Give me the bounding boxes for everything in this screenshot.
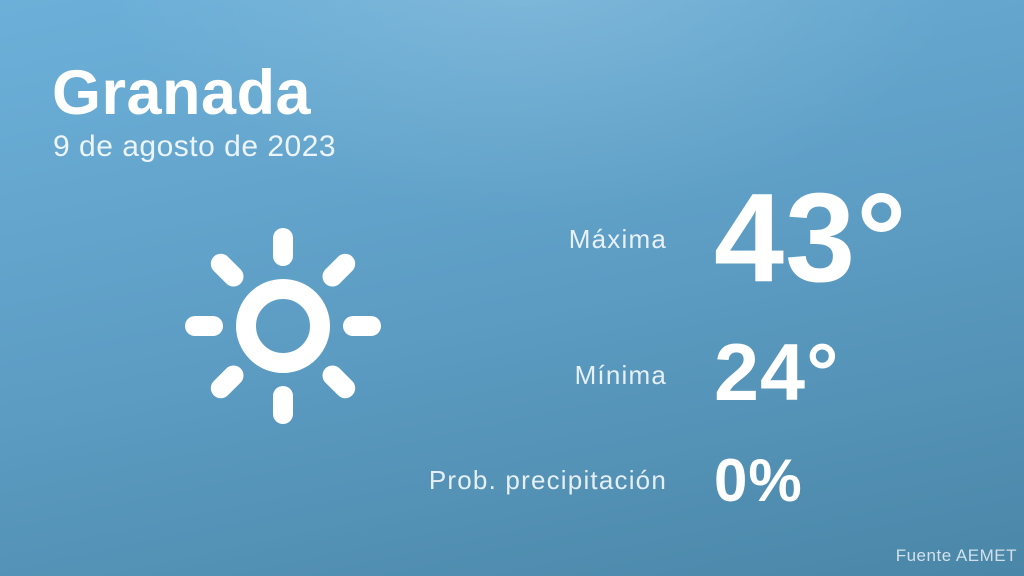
min-temp-value: 24° xyxy=(714,328,840,418)
min-temp-label: Mínima xyxy=(574,360,667,390)
city-title: Granada xyxy=(52,58,312,128)
precipitation-label: Prob. precipitación xyxy=(428,465,667,495)
date-subtitle: 9 de agosto de 2023 xyxy=(53,130,337,163)
sun-icon xyxy=(182,225,384,427)
max-temp-label: Máxima xyxy=(568,224,667,254)
precipitation-value: 0% xyxy=(714,447,803,514)
max-temp-value: 43° xyxy=(714,167,908,308)
source-attribution: Fuente AEMET xyxy=(895,546,1017,565)
